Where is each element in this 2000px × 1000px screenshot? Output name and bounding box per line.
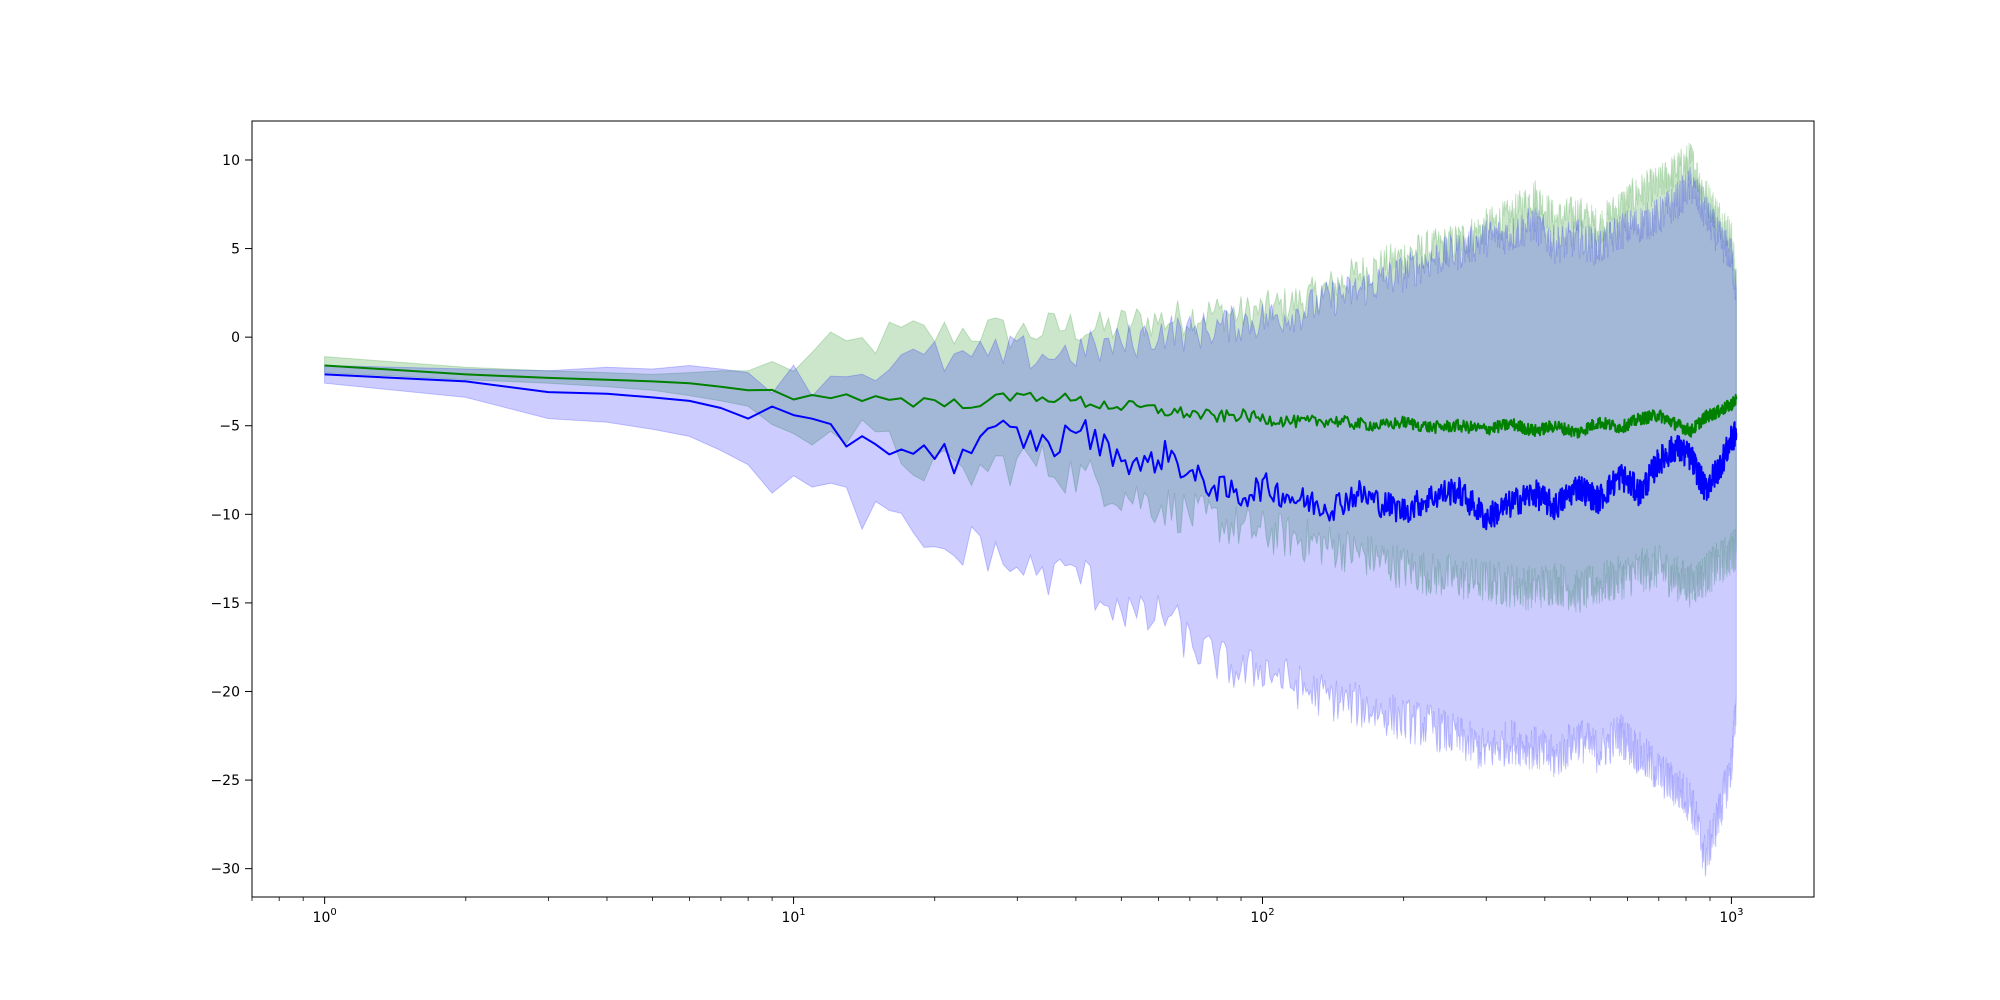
x-axis: 100 101 102 103: [251, 897, 1744, 926]
x-tick-label: 103: [1719, 907, 1743, 926]
series-line-1: [324, 364, 1738, 439]
y-tick-label: −10: [210, 507, 240, 523]
series-lines: [324, 364, 1738, 531]
y-tick-label: 10: [222, 153, 240, 169]
confidence-band-2: [324, 167, 1737, 877]
y-tick-label: −20: [210, 684, 240, 700]
plot-frame: [251, 120, 1815, 898]
y-tick-label: −30: [210, 862, 240, 878]
x-tick-label: 100: [313, 907, 337, 926]
y-tick-label: 5: [231, 242, 240, 258]
x-tick-label: 102: [1250, 907, 1274, 926]
y-axis: 10 5 0 −5 −10 −15 −20 −25 −30: [210, 153, 252, 878]
y-tick-label: 0: [231, 330, 240, 346]
y-tick-label: −5: [219, 419, 240, 435]
y-tick-label: −15: [210, 596, 240, 612]
confidence-bands: [324, 142, 1737, 877]
confidence-band-1: [324, 142, 1737, 614]
x-tick-label: 101: [781, 907, 805, 926]
series-line-2: [324, 373, 1738, 531]
y-tick-label: −25: [210, 773, 240, 789]
